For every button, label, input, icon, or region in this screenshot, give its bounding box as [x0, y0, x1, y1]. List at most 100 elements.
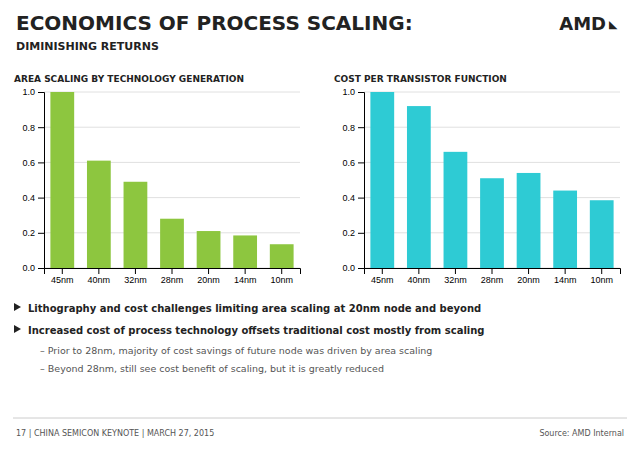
bar — [233, 235, 257, 268]
bar — [480, 178, 504, 268]
y-tick-label: 0.6 — [22, 158, 35, 168]
x-tick-mark — [135, 268, 136, 274]
logo-mark: ◣ — [609, 18, 618, 31]
x-tick: 20nm — [197, 268, 220, 285]
grid-line — [364, 92, 620, 93]
y-tick: 0.2 — [342, 228, 364, 238]
x-tick-label: 45nm — [51, 275, 74, 285]
y-tick-mark — [358, 92, 364, 93]
bar — [197, 231, 221, 268]
y-tick-label: 0.2 — [22, 228, 35, 238]
x-tick-label: 10nm — [590, 275, 613, 285]
page: ECONOMICS OF PROCESS SCALING:DIMINISHING… — [0, 0, 640, 455]
y-tick-mark — [358, 233, 364, 234]
x-tick: 20nm — [517, 268, 540, 285]
x-tick: 14nm — [554, 268, 577, 285]
y-tick-label: 0.0 — [22, 263, 35, 273]
x-axis-line — [365, 269, 621, 275]
bars — [370, 92, 613, 268]
x-tick: 40nm — [88, 268, 111, 285]
x-tick-label: 40nm — [408, 275, 431, 285]
footer-right: Source: AMD Internal — [539, 429, 624, 438]
sub-bullet-text: – Beyond 28nm, still see cost benefit of… — [40, 363, 384, 374]
y-tick-mark — [38, 233, 44, 234]
x-tick: 28nm — [481, 268, 504, 285]
y-tick: 0.4 — [342, 193, 364, 203]
x-tick-mark — [62, 268, 63, 274]
y-tick: 0.8 — [342, 123, 364, 133]
y-tick-mark — [38, 127, 44, 128]
chart-title: AREA SCALING BY TECHNOLOGY GENERATION — [14, 74, 244, 84]
grid — [364, 92, 620, 268]
y-axis: 0.00.20.40.60.81.0 — [342, 87, 364, 273]
x-tick-label: 28nm — [161, 275, 184, 285]
bar — [517, 173, 541, 268]
bar — [370, 92, 394, 268]
y-tick-label: 0.4 — [22, 193, 35, 203]
y-tick: 0.6 — [22, 158, 44, 168]
grid-line — [44, 197, 300, 198]
x-tick-label: 28nm — [481, 275, 504, 285]
y-tick: 0.2 — [22, 228, 44, 238]
x-tick-mark — [382, 268, 383, 274]
bullet-text: Increased cost of process technology off… — [28, 325, 485, 336]
chart-title: COST PER TRANSISTOR FUNCTION — [334, 74, 507, 84]
chart: COST PER TRANSISTOR FUNCTION 45nm 40nm 32nm… — [334, 74, 621, 285]
y-tick-label: 0.4 — [342, 193, 355, 203]
y-axis: 0.00.20.40.60.81.0 — [22, 87, 44, 273]
y-tick: 0.0 — [22, 263, 44, 273]
y-tick: 0.4 — [22, 193, 44, 203]
bar — [270, 244, 294, 268]
x-tick: 45nm — [371, 268, 394, 285]
bar — [444, 152, 468, 268]
x-tick-label: 14nm — [554, 275, 577, 285]
x-tick-mark — [601, 268, 602, 274]
x-axis: 45nm 40nm 32nm 28nm 20nm 14nm 10nm — [365, 268, 621, 285]
sub-bullet-text: – Prior to 28nm, majority of cost saving… — [40, 345, 432, 356]
x-tick-label: 20nm — [517, 275, 540, 285]
y-tick: 1.0 — [342, 87, 364, 97]
x-tick: 32nm — [124, 268, 147, 285]
x-tick-mark — [528, 268, 529, 274]
grid-line — [44, 127, 300, 128]
bullet-marker — [14, 303, 21, 311]
y-tick: 0.6 — [342, 158, 364, 168]
x-tick: 28nm — [161, 268, 184, 285]
footer-left: 17 | CHINA SEMICON KEYNOTE | MARCH 27, 2… — [16, 429, 214, 438]
bar — [407, 106, 431, 268]
x-tick-label: 20nm — [197, 275, 220, 285]
x-tick: 10nm — [270, 268, 293, 285]
grid-line — [44, 92, 300, 93]
x-tick-label: 14nm — [234, 275, 257, 285]
bar — [87, 161, 111, 268]
x-tick: 45nm — [51, 268, 74, 285]
y-tick: 0.8 — [22, 123, 44, 133]
footer-separator — [13, 418, 627, 419]
y-axis-line — [358, 93, 365, 269]
x-tick-mark — [208, 268, 209, 274]
x-tick-label: 10nm — [270, 275, 293, 285]
x-tick-label: 32nm — [124, 275, 147, 285]
x-tick-label: 32nm — [444, 275, 467, 285]
logo-text: AMD — [559, 13, 606, 34]
y-axis-line — [38, 93, 45, 269]
x-tick: 32nm — [444, 268, 467, 285]
y-tick-label: 0.2 — [342, 228, 355, 238]
subtitle: DIMINISHING RETURNS — [16, 40, 159, 53]
y-tick-label: 0.8 — [22, 123, 35, 133]
bar — [124, 182, 148, 268]
bar — [590, 200, 614, 268]
grid-line — [364, 127, 620, 128]
x-tick: 14nm — [234, 268, 257, 285]
bar — [553, 191, 577, 268]
y-tick-mark — [38, 268, 44, 269]
x-tick-mark — [281, 268, 282, 274]
notes: Lithography and cost challenges limiting… — [14, 303, 485, 374]
grid — [44, 92, 300, 268]
x-tick-label: 45nm — [371, 275, 394, 285]
y-tick-mark — [358, 162, 364, 163]
x-tick: 40nm — [408, 268, 431, 285]
y-tick-mark — [38, 162, 44, 163]
x-axis-line — [45, 269, 301, 275]
x-tick-mark — [418, 268, 419, 274]
